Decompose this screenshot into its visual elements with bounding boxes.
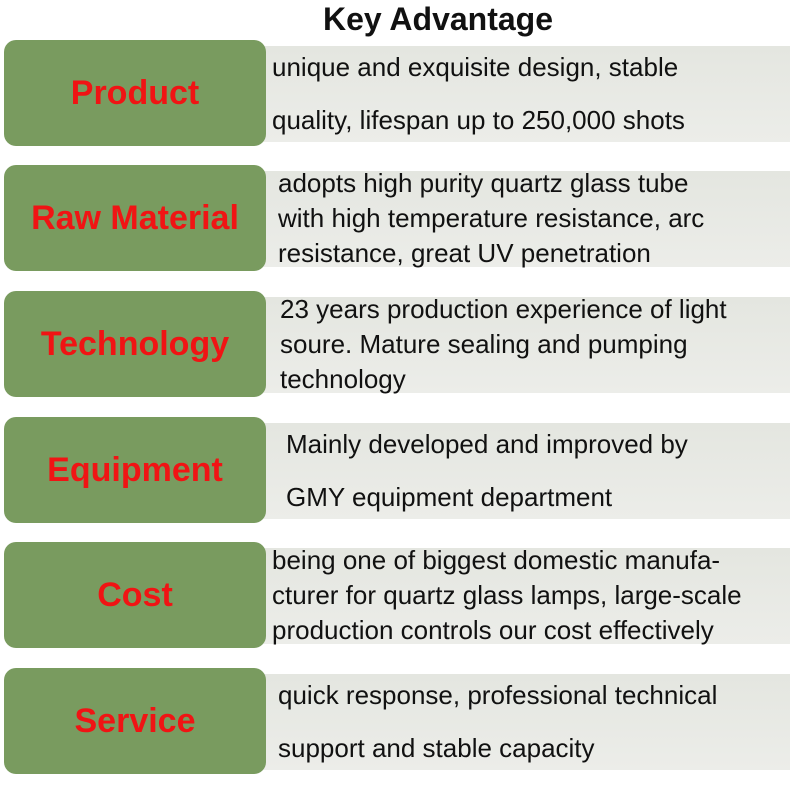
- category-label: Cost: [4, 542, 266, 648]
- description-line: being one of biggest domestic manufa-: [272, 544, 721, 575]
- description-line: technology: [280, 364, 406, 395]
- description-line: GMY equipment department: [286, 481, 613, 512]
- description-text: being one of biggest domestic manufa-ctu…: [272, 542, 797, 648]
- description-panel: [262, 548, 790, 644]
- description-text: quick response, professional technical su…: [272, 668, 800, 774]
- description-line: production controls our cost effectively: [272, 615, 714, 646]
- description-line: adopts high purity quartz glass tube: [278, 167, 689, 198]
- advantage-row: Raw Material adopts high purity quartz gl…: [4, 165, 794, 271]
- description-line: quality, lifespan up to 250,000 shots: [272, 104, 685, 135]
- description-line: Mainly developed and improved by: [286, 428, 688, 459]
- description-line: cturer for quartz glass lamps, large-sca…: [272, 579, 742, 610]
- description-text: 23 years production experience of light s…: [272, 291, 800, 397]
- page-title: Key Advantage: [323, 1, 553, 37]
- category-label: Equipment: [4, 417, 266, 523]
- description-panel: [262, 171, 790, 267]
- description-text: adopts high purity quartz glass tube with…: [272, 165, 800, 271]
- category-label: Service: [4, 668, 266, 774]
- description-panel: [262, 674, 790, 770]
- advantage-row: Cost being one of biggest domestic manufa…: [4, 542, 794, 648]
- description-text: unique and exquisite design, stable quali…: [272, 40, 797, 146]
- category-label: Product: [4, 40, 266, 146]
- advantage-row: Equipment Mainly developed and improved b…: [4, 417, 794, 523]
- advantage-row: Service quick response, professional tech…: [4, 668, 794, 774]
- description-line: support and stable capacity: [278, 732, 595, 763]
- description-line: with high temperature resistance, arc: [278, 202, 705, 233]
- advantage-row: Technology 23 years production experience…: [4, 291, 794, 397]
- advantage-row: Product unique and exquisite design, stab…: [4, 40, 794, 146]
- description-panel: [262, 46, 790, 142]
- description-line: unique and exquisite design, stable: [272, 51, 679, 82]
- description-line: 23 years production experience of light: [280, 293, 727, 324]
- description-text: Mainly developed and improved by GMY equi…: [272, 417, 800, 523]
- category-label: Raw Material: [4, 165, 266, 271]
- description-panel: [262, 297, 790, 393]
- description-line: soure. Mature sealing and pumping: [280, 328, 688, 359]
- description-line: quick response, professional technical: [278, 679, 718, 710]
- description-line: resistance, great UV penetration: [278, 238, 651, 269]
- description-panel: [262, 423, 790, 519]
- category-label: Technology: [4, 291, 266, 397]
